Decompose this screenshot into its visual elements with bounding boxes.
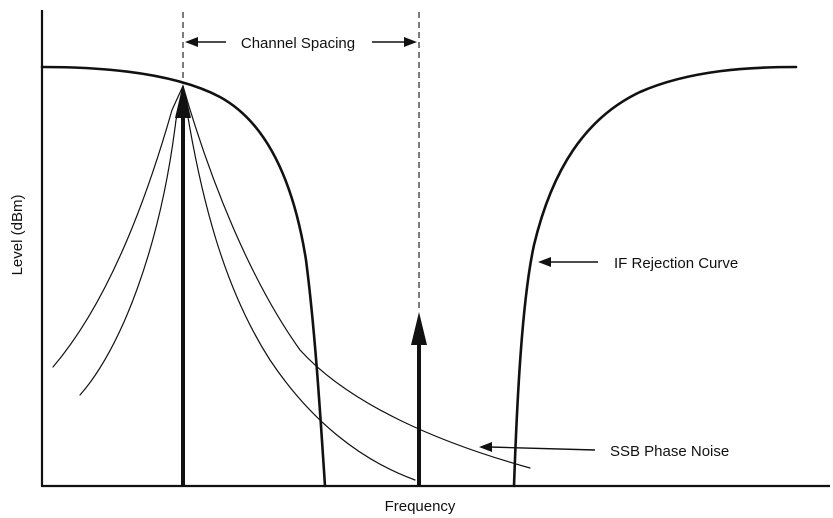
channel-spacing-left-arrowhead (185, 37, 198, 47)
adjacent-arrowhead (411, 312, 427, 345)
channel-spacing-right-arrowhead (404, 37, 417, 47)
x-axis-title: Frequency (385, 498, 456, 515)
y-axis-title: Level (dBm) (9, 195, 26, 276)
ssb-leader-arrowhead (479, 442, 492, 452)
channel-spacing-label: Channel Spacing (241, 35, 355, 52)
adjacent-channel-signal (411, 312, 427, 486)
phase-noise-inner-right (182, 85, 416, 481)
ssb-leader-line (489, 446, 596, 451)
phase-noise-inner-left (79, 85, 184, 396)
if-rejection-leader-arrowhead (538, 257, 551, 267)
axes (40, 10, 830, 488)
if-rejection-curve-right (512, 65, 798, 488)
ssb-phase-noise-label: SSB Phase Noise (610, 443, 729, 460)
phase-noise-outer-right (182, 85, 531, 469)
ssb-phase-noise-annotation (479, 442, 596, 452)
carrier-arrowhead (175, 84, 191, 118)
phase-noise-outer-left (52, 85, 184, 368)
channel-spacing-dimension (185, 37, 417, 47)
ssb-phase-noise-curves (52, 85, 531, 481)
carrier-signal (175, 84, 191, 486)
if-rejection-curve-left (40, 65, 327, 488)
if-rejection-curve-label: IF Rejection Curve (614, 255, 738, 272)
if-rejection-annotation (538, 257, 598, 267)
